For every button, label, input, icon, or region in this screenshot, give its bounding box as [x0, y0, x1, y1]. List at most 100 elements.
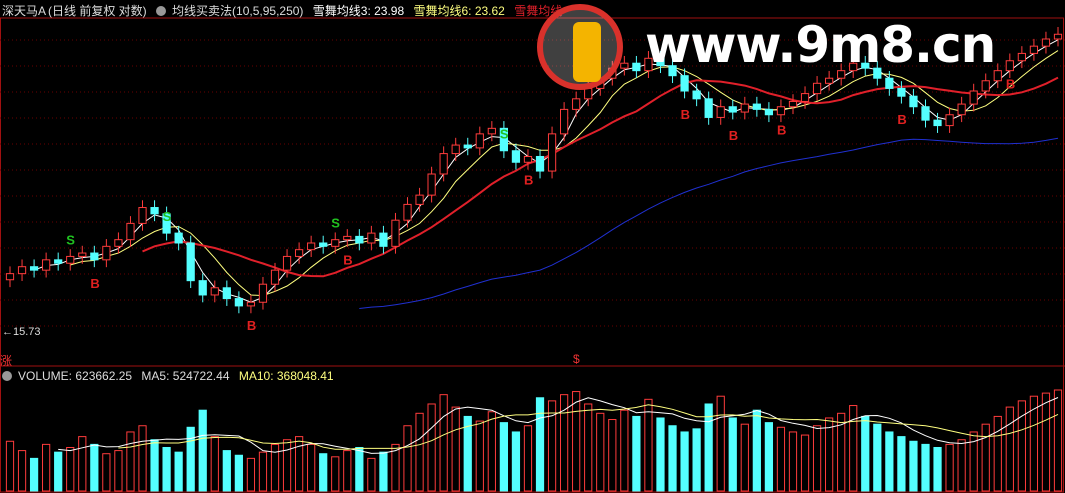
volume-bar — [993, 415, 1002, 492]
volume-bar — [1005, 406, 1014, 492]
volume-bar — [704, 403, 713, 492]
volume-bar — [150, 439, 159, 492]
buy-signal: B — [90, 276, 99, 291]
buy-signal: B — [897, 112, 906, 127]
candle-body — [78, 252, 87, 257]
candle-body — [499, 127, 508, 152]
candle-body — [150, 207, 159, 215]
volume-bar — [319, 453, 328, 492]
candle-body — [282, 255, 292, 271]
candle-body — [788, 100, 798, 108]
volume-bar — [668, 425, 677, 492]
volume-bar — [499, 422, 508, 492]
ma3-line — [33, 39, 1059, 303]
logo-circle-icon — [537, 4, 623, 90]
volume-bar — [680, 431, 689, 492]
volume-bar — [849, 405, 858, 492]
volume-bar — [608, 419, 617, 492]
volume-bar — [294, 436, 304, 492]
axis-mark: 涨 — [0, 354, 13, 368]
candle-body — [523, 155, 533, 163]
indicator-name[interactable]: 均线买卖法(10,5,95,250) — [172, 4, 304, 18]
candle-body — [54, 259, 63, 264]
volume-bar — [909, 440, 918, 492]
volume-bar — [174, 451, 183, 492]
buy-signal: B — [681, 107, 690, 122]
candle-body — [704, 98, 713, 118]
volume-bar — [969, 431, 978, 492]
candle-body — [728, 106, 737, 113]
volume-bar — [29, 457, 39, 492]
candle-body — [403, 203, 412, 221]
volume-bar — [644, 398, 653, 492]
candle-body — [307, 242, 316, 251]
chart-header: 深天马A (日线 前复权 对数) 均线买卖法(10,5,95,250) 雪舞均线3… — [2, 2, 568, 19]
volume-bar — [1029, 395, 1039, 492]
sell-signal: S — [331, 216, 340, 231]
candle-body — [692, 90, 701, 100]
candle-body — [1017, 52, 1026, 62]
volume-bar — [656, 417, 665, 492]
indicator-menu-icon[interactable] — [156, 6, 167, 16]
volume-bar — [596, 412, 605, 492]
candle-body — [451, 144, 460, 155]
volume-bar — [728, 417, 737, 492]
volume-bar — [764, 422, 774, 492]
volume-bar — [331, 456, 340, 492]
volume-bar — [933, 446, 942, 492]
volume-bar — [451, 406, 460, 492]
candle-body — [331, 239, 340, 247]
candle-body — [993, 70, 1002, 82]
volume-bar — [391, 443, 400, 492]
candle-body — [102, 245, 111, 261]
volume-bar — [812, 425, 822, 492]
volume-bar — [740, 423, 749, 492]
candle-body — [969, 90, 978, 105]
candle-body — [198, 280, 207, 296]
sell-signal: S — [66, 232, 75, 247]
buy-signal: B — [524, 172, 533, 187]
chart-mode: (日线 前复权 对数) — [48, 4, 147, 18]
low-price-label: ←15.73 — [2, 326, 41, 338]
volume-bar — [343, 450, 352, 492]
volume-bar — [873, 423, 882, 492]
volume-bar — [1041, 392, 1051, 492]
candle-body — [1041, 38, 1051, 47]
candle-body — [294, 249, 304, 257]
candle-body — [17, 266, 27, 275]
candle-body — [1053, 33, 1063, 40]
candle-body — [752, 103, 761, 110]
volume-bar — [547, 400, 557, 492]
candle-body — [680, 75, 689, 92]
sell-signal: S — [500, 127, 509, 142]
volume-bar — [90, 443, 99, 492]
volume-bar — [355, 446, 364, 492]
chart-frame — [0, 17, 1064, 493]
candle-body — [535, 155, 545, 172]
volume-bar — [837, 412, 846, 492]
volume-bar — [475, 420, 484, 492]
volume-bar — [403, 425, 412, 492]
candle-body — [572, 98, 581, 110]
volume-bar — [921, 443, 930, 492]
candle-body — [812, 82, 822, 95]
volume-bar — [957, 439, 966, 492]
volume-bar — [463, 415, 472, 492]
candle-body — [620, 62, 629, 69]
volume-header: VOLUME: 623662.25 MA5: 524722.44 MA10: 3… — [2, 369, 340, 383]
candle-body — [42, 259, 51, 271]
candle-body — [367, 232, 376, 244]
candle-body — [825, 77, 834, 84]
volume-ma10-line — [118, 404, 1059, 450]
candle-body — [222, 287, 231, 300]
volume-bar — [198, 409, 207, 492]
volume-menu-icon[interactable] — [2, 371, 12, 381]
candle-body — [957, 103, 966, 116]
candle-body — [644, 57, 653, 72]
candle-body — [114, 239, 123, 247]
candle-body — [921, 106, 930, 121]
volume-bar — [367, 457, 376, 492]
volume-bar — [632, 415, 641, 492]
ma-blue-line — [359, 137, 1059, 309]
candle-body — [66, 255, 75, 264]
